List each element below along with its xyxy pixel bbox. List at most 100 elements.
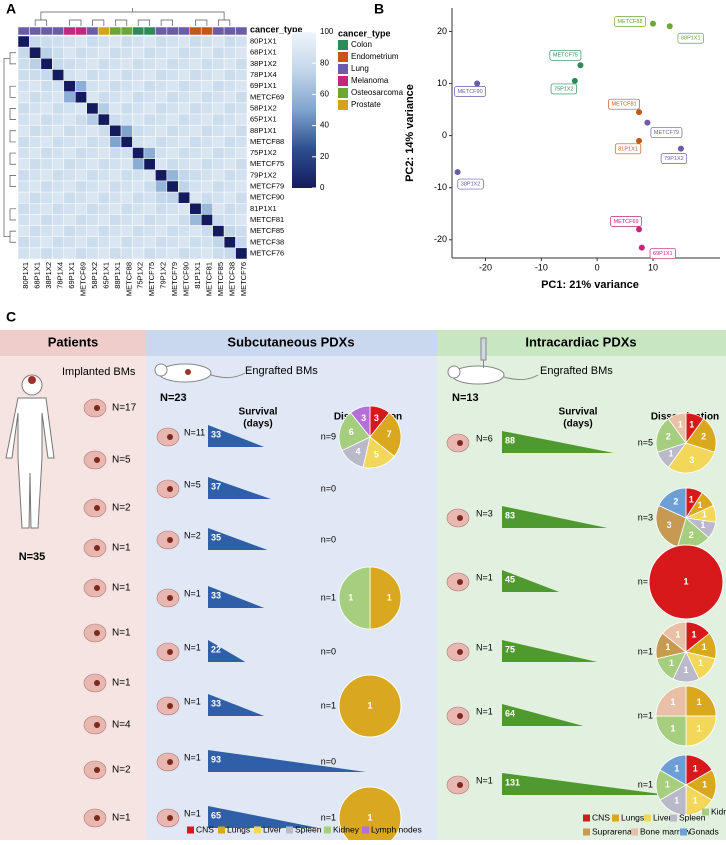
heatmap-cell xyxy=(109,58,122,70)
heatmap-cell xyxy=(29,124,42,137)
heatmap-cell xyxy=(120,91,133,104)
total: N=13 xyxy=(452,392,479,404)
pie-label: 3 xyxy=(689,455,694,465)
mouse-icon xyxy=(447,337,539,385)
pie-slice xyxy=(655,715,687,747)
heatmap-cell xyxy=(143,91,156,104)
heatmap-cell xyxy=(178,35,191,48)
heatmap-cell xyxy=(120,180,133,193)
legend-label: Spleen xyxy=(295,824,322,834)
heatmap-cell xyxy=(212,236,225,249)
organ-icon xyxy=(167,595,173,601)
legend-swatch xyxy=(324,826,331,834)
point-label-box xyxy=(457,178,484,190)
heatmap-cell xyxy=(109,158,122,171)
point-label-box xyxy=(614,143,642,155)
heatmap-cell xyxy=(155,203,168,215)
organ-icon xyxy=(457,579,463,585)
legend-swatch xyxy=(254,826,261,834)
point xyxy=(650,20,656,27)
column-label: 69P1X1 xyxy=(67,262,76,289)
heatmap-cell xyxy=(155,225,168,237)
annotation-cell xyxy=(120,26,133,36)
column-label: METCF75 xyxy=(147,262,156,296)
row-label: 68P1X1 xyxy=(250,48,277,57)
heatmap-cell xyxy=(132,158,145,171)
dissemination-count: n=3 xyxy=(638,512,653,522)
heatmap-cell xyxy=(200,46,213,59)
legend-label: Gonads xyxy=(689,826,719,836)
heatmap-cell xyxy=(143,180,156,193)
heatmap-cell xyxy=(200,136,213,148)
heatmap-cell xyxy=(223,225,236,237)
heatmap-cell xyxy=(63,158,76,171)
row-count: N=1 xyxy=(184,752,201,762)
dendrogram xyxy=(137,19,151,26)
heatmap-cell xyxy=(97,169,110,182)
heatmap-cell xyxy=(235,124,248,137)
heatmap-cell xyxy=(166,203,179,215)
legend-swatch xyxy=(612,814,619,822)
heatmap-cell xyxy=(143,35,156,48)
annotation-cell xyxy=(178,26,191,36)
heatmap-cell xyxy=(235,180,248,193)
heatmap-cell xyxy=(178,91,191,104)
row-count: N=4 xyxy=(112,720,131,731)
column-label: 80P1X1 xyxy=(21,262,30,289)
point xyxy=(474,80,481,87)
heatmap-cell xyxy=(155,247,168,260)
dendrogram xyxy=(3,57,10,238)
heatmap-cell xyxy=(223,91,236,104)
organ-icon xyxy=(457,782,463,788)
heatmap-cell xyxy=(166,169,179,182)
pie-label: 1 xyxy=(674,763,679,773)
heatmap-cell xyxy=(166,124,179,137)
total: N=35 xyxy=(19,551,46,563)
heatmap-cell xyxy=(40,214,53,226)
legend-label: Lymph nodes xyxy=(371,824,422,834)
row-count: N=1 xyxy=(476,642,493,652)
point xyxy=(636,226,643,233)
heatmap-cell xyxy=(97,158,110,171)
heatmap-cell xyxy=(132,80,145,92)
row-label: 38P1X2 xyxy=(250,59,277,68)
column-title: Intracardiac PDXs xyxy=(525,334,636,349)
heatmap-cell xyxy=(40,247,53,260)
survival-label: 35 xyxy=(211,532,221,542)
survival-label: 131 xyxy=(505,777,520,787)
dissemination-count: n=1 xyxy=(638,710,653,720)
heatmap-cell xyxy=(75,102,87,115)
heatmap-cell xyxy=(40,147,53,159)
survival-bar xyxy=(208,694,265,716)
heatmap-cell xyxy=(212,158,225,171)
row-count: N=1 xyxy=(184,642,201,652)
point-label: METCF79 xyxy=(654,130,679,136)
legend-label: Liver xyxy=(263,824,282,834)
pie-label: 1 xyxy=(692,630,697,640)
heatmap-cell xyxy=(235,35,248,48)
column-label: 68P1X1 xyxy=(33,262,42,289)
heatmap-cell xyxy=(223,214,236,226)
heatmap-cell xyxy=(212,91,225,104)
annotation-cell xyxy=(200,26,213,36)
human-icon xyxy=(5,374,55,529)
heatmap-cell xyxy=(29,102,42,115)
organ-icon xyxy=(167,434,173,440)
heatmap-cell xyxy=(212,80,225,92)
point-label-box xyxy=(614,16,646,27)
heatmap-cell xyxy=(75,147,87,159)
annotation-cell xyxy=(155,26,168,36)
heatmap-cell xyxy=(132,136,145,148)
survival-bar xyxy=(208,750,367,772)
row-label: 81P1X1 xyxy=(250,204,277,213)
heatmap-cell xyxy=(223,191,236,204)
column-label: 78P1X4 xyxy=(56,262,65,289)
heatmap-cell xyxy=(40,180,53,193)
dendrogram xyxy=(40,8,225,20)
pie-label: 1 xyxy=(670,724,675,734)
heatmap-cell xyxy=(17,113,30,126)
survival-label: 64 xyxy=(505,708,515,718)
legend-label: Lungs xyxy=(227,824,250,834)
row-label: METCF76 xyxy=(250,248,284,257)
heatmap-cell xyxy=(120,35,133,48)
